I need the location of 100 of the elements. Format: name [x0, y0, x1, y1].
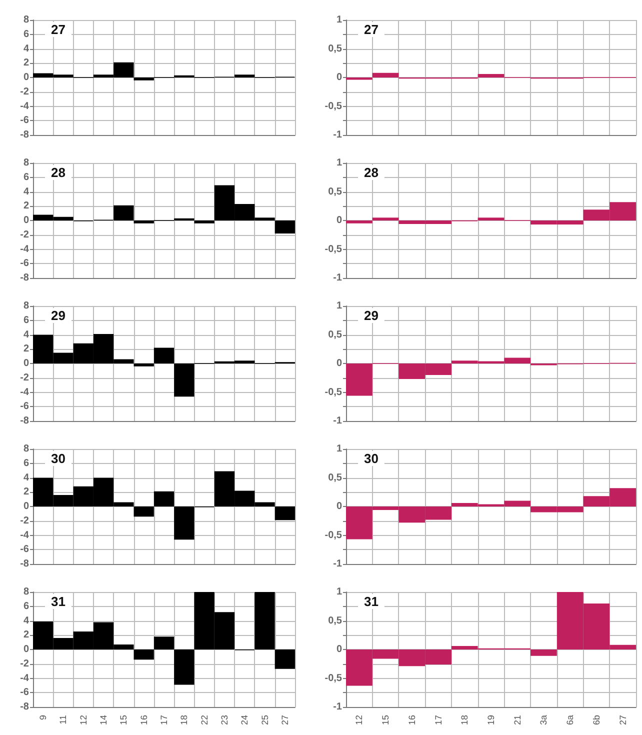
y-tick-label: -8 [20, 130, 30, 140]
y-tick-label: 2 [23, 486, 30, 498]
bar [274, 220, 295, 234]
y-tick-label: -4 [20, 386, 30, 398]
y-tick-label: -0,5 [324, 386, 342, 398]
y-tick-label: 1 [336, 158, 342, 168]
x-tick-label: 12 [354, 715, 364, 726]
chart-title: 28 [51, 165, 66, 180]
y-tick-label: 0,5 [328, 615, 342, 626]
x-tick-label: 17 [433, 715, 444, 726]
y-tick-label: -0,5 [324, 672, 342, 684]
y-tick-label: 0,5 [328, 472, 342, 484]
bar [346, 220, 372, 224]
y-tick-label: -6 [20, 687, 30, 698]
y-tick-label: 0,5 [328, 186, 342, 198]
bar [530, 650, 557, 656]
chart-title: 31 [364, 594, 378, 609]
y-tick-label: -4 [20, 530, 30, 541]
x-tick-label: 9 [38, 715, 48, 720]
bar [154, 348, 174, 364]
y-tick-label: 2 [23, 630, 30, 641]
x-tick-label: 16 [406, 715, 417, 726]
y-tick-label: 2 [23, 344, 30, 355]
y-tick-label: -2 [20, 658, 30, 670]
bar [274, 650, 295, 669]
chart-title: 31 [51, 594, 66, 609]
bar [372, 218, 399, 220]
y-tick-label: -0,5 [324, 530, 342, 541]
y-tick-label: 6 [23, 600, 30, 612]
x-tick-label: 25 [260, 715, 270, 726]
y-tick-label: 0 [23, 501, 30, 512]
y-tick-label: -2 [20, 372, 30, 384]
y-tick-label: 0,5 [328, 329, 342, 340]
y-tick-label: -0,5 [324, 244, 342, 255]
y-tick-label: 4 [23, 472, 30, 484]
y-tick-label: 8 [23, 444, 30, 454]
y-tick-label: -1 [333, 130, 342, 140]
y-tick-label: -4 [20, 100, 30, 112]
y-tick-label: 6 [23, 28, 30, 40]
x-tick-label: 15 [380, 715, 391, 726]
chart-title: 30 [51, 451, 66, 466]
bar [154, 636, 174, 650]
y-tick-label: 0,5 [328, 43, 342, 54]
y-tick-label: -1 [333, 702, 342, 712]
y-tick-label: -1 [333, 272, 342, 284]
y-tick-label: -4 [20, 244, 30, 255]
chart-title: 30 [364, 451, 378, 466]
y-tick-label: -8 [20, 702, 30, 712]
y-tick-label: -6 [20, 401, 30, 412]
x-tick-label: 27 [618, 715, 628, 726]
y-tick-label: -8 [20, 416, 30, 426]
y-tick-label: 1 [336, 300, 342, 312]
y-tick-label: 4 [23, 329, 30, 340]
chart-title: 29 [51, 308, 66, 323]
chart-title: 29 [364, 308, 378, 323]
y-tick-label: 2 [23, 58, 30, 69]
y-tick-label: 4 [23, 186, 30, 198]
y-tick-label: 0 [336, 215, 342, 226]
bar [134, 364, 154, 366]
y-tick-label: 0 [23, 72, 30, 83]
x-tick-label: 19 [486, 715, 496, 726]
x-tick-label: 18 [460, 715, 470, 726]
y-tick-label: 8 [23, 14, 30, 26]
y-tick-label: 8 [23, 300, 30, 312]
bar [274, 506, 295, 520]
x-tick-label: 12 [78, 715, 88, 726]
y-tick-label: -6 [20, 258, 30, 270]
y-tick-label: -0,5 [324, 100, 342, 112]
y-tick-label: -1 [333, 416, 342, 426]
bar [154, 491, 174, 506]
x-tick-label: 27 [280, 715, 290, 726]
x-tick-label: 22 [199, 715, 210, 726]
bar [134, 650, 154, 660]
y-tick-label: 4 [23, 615, 30, 626]
y-tick-label: -6 [20, 544, 30, 556]
x-tick-label: 14 [98, 715, 109, 726]
y-tick-label: 0 [336, 72, 342, 83]
y-tick-label: 1 [336, 14, 342, 26]
y-tick-label: -2 [20, 229, 30, 240]
y-tick-label: 4 [23, 43, 30, 54]
y-tick-label: 1 [336, 586, 342, 598]
x-tick-label: 11 [58, 715, 68, 724]
bar [194, 220, 214, 224]
x-tick-label: 21 [512, 715, 522, 726]
y-tick-label: 6 [23, 458, 30, 469]
bar [174, 650, 194, 685]
y-tick-label: -1 [333, 558, 342, 570]
y-tick-label: 1 [336, 444, 342, 454]
x-tick-label: 3a [538, 715, 549, 726]
y-tick-label: 0 [336, 358, 342, 369]
x-tick-label: 16 [138, 715, 149, 726]
chart-title: 27 [51, 22, 66, 37]
y-tick-label: -8 [20, 558, 30, 570]
y-tick-label: -2 [20, 86, 30, 98]
y-tick-label: -8 [20, 272, 30, 284]
y-tick-label: 0 [23, 644, 30, 655]
chart-title: 28 [364, 165, 378, 180]
y-tick-label: 6 [23, 314, 30, 326]
y-tick-label: -6 [20, 115, 30, 126]
y-tick-label: 0 [336, 501, 342, 512]
